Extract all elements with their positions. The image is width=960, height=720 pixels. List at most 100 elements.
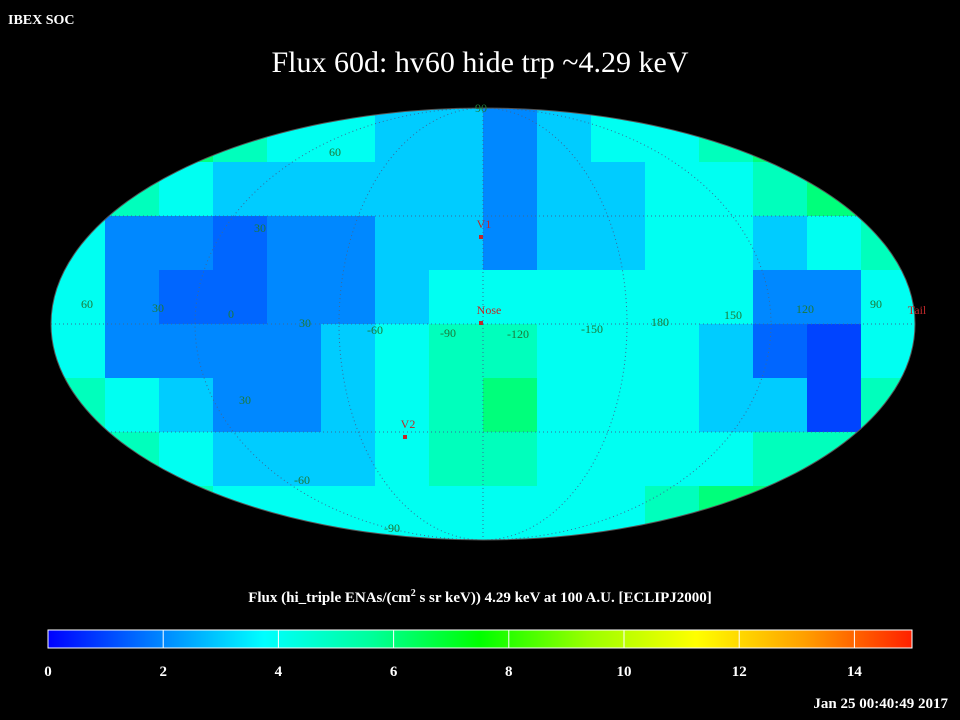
marker-dot xyxy=(403,435,407,439)
longitude-label: 180 xyxy=(651,315,669,329)
longitude-label: -150 xyxy=(581,322,603,336)
map-cell xyxy=(591,216,646,271)
map-cell xyxy=(429,432,484,487)
map-cell xyxy=(483,270,538,325)
map-cell xyxy=(375,432,430,487)
map-cell xyxy=(159,216,214,271)
map-cell xyxy=(105,216,160,271)
map-cell xyxy=(483,108,538,163)
map-cell xyxy=(321,378,376,433)
app-label: IBEX SOC xyxy=(8,13,75,28)
map-cell xyxy=(645,378,700,433)
colorbar-tick-label: 12 xyxy=(732,664,747,680)
latitude-label: 90 xyxy=(475,101,487,115)
colorbar-tick-label: 6 xyxy=(390,664,398,680)
timestamp: Jan 25 00:40:49 2017 xyxy=(813,696,948,712)
map-cell xyxy=(429,378,484,433)
map-cell xyxy=(483,162,538,217)
latitude-label: 30 xyxy=(254,221,266,235)
map-cell xyxy=(105,270,160,325)
map-cell xyxy=(429,108,484,163)
map-cell xyxy=(213,324,268,379)
marker-dot xyxy=(479,321,483,325)
map-cell xyxy=(699,378,754,433)
map-cell xyxy=(375,108,430,163)
map-cell xyxy=(213,270,268,325)
map-cell xyxy=(267,270,322,325)
map-cell xyxy=(807,378,862,433)
map-cell xyxy=(645,324,700,379)
map-cell xyxy=(537,432,592,487)
map-cell xyxy=(645,270,700,325)
latitude-label: -60 xyxy=(294,473,310,487)
map-cell xyxy=(267,216,322,271)
colorbar-tick-label: 14 xyxy=(847,664,863,680)
map-cell xyxy=(375,378,430,433)
map-cell xyxy=(537,486,592,540)
colorbar-label: Flux (hi_triple ENAs/(cm2 s sr keV)) 4.2… xyxy=(248,588,712,606)
longitude-label: 90 xyxy=(870,297,882,311)
map-cell xyxy=(753,216,808,271)
map-cell xyxy=(699,162,754,217)
map-cell xyxy=(591,270,646,325)
colorbar xyxy=(47,629,913,649)
marker-label: V1 xyxy=(477,217,492,231)
longitude-label: -90 xyxy=(440,326,456,340)
map-cell xyxy=(321,216,376,271)
map-cell xyxy=(267,324,322,379)
map-cell xyxy=(537,162,592,217)
map-cell xyxy=(321,432,376,487)
map-cell xyxy=(429,270,484,325)
marker-label: Tail xyxy=(908,303,927,317)
map-cell xyxy=(483,378,538,433)
map-cell xyxy=(321,324,376,379)
map-cell xyxy=(591,432,646,487)
map-cell xyxy=(375,162,430,217)
map-cell xyxy=(213,216,268,271)
map-cell xyxy=(537,324,592,379)
colorbar-tick-label: 2 xyxy=(159,664,167,680)
map-cell xyxy=(159,270,214,325)
map-cell xyxy=(321,162,376,217)
latitude-label: -90 xyxy=(384,521,400,535)
map-cell xyxy=(807,270,862,325)
map-cell xyxy=(267,432,322,487)
map-cell xyxy=(591,162,646,217)
map-cell xyxy=(267,162,322,217)
map-cell xyxy=(699,216,754,271)
map-cell xyxy=(105,378,160,433)
map-cell xyxy=(537,270,592,325)
colorbar-tick-label: 4 xyxy=(275,664,283,680)
map-cell xyxy=(375,216,430,271)
colorbar-tick-label: 0 xyxy=(44,664,52,680)
longitude-label: 0 xyxy=(228,307,234,321)
map-cell xyxy=(159,378,214,433)
map-cell xyxy=(645,216,700,271)
map-cell xyxy=(699,270,754,325)
map-cell xyxy=(159,324,214,379)
latitude-label: 30 xyxy=(239,393,251,407)
colorbar-tick-label: 8 xyxy=(505,664,513,680)
map-cell xyxy=(537,108,592,163)
longitude-label: -120 xyxy=(507,327,529,341)
longitude-label: 30 xyxy=(299,316,311,330)
longitude-label: -60 xyxy=(367,323,383,337)
longitude-label: 120 xyxy=(796,302,814,316)
map-cell xyxy=(699,324,754,379)
map-cell xyxy=(321,270,376,325)
map-cell xyxy=(699,432,754,487)
longitude-label: 30 xyxy=(152,301,164,315)
map-cell xyxy=(591,324,646,379)
map-cell xyxy=(483,486,538,540)
map-cell xyxy=(753,270,808,325)
map-cell xyxy=(375,270,430,325)
map-cell xyxy=(807,216,862,271)
map-cell xyxy=(429,324,484,379)
latitude-label: 60 xyxy=(329,145,341,159)
map-cell xyxy=(807,324,862,379)
map-cell xyxy=(591,378,646,433)
chart-title: Flux 60d: hv60 hide trp ~4.29 keV xyxy=(271,46,688,79)
marker-label: Nose xyxy=(477,303,502,317)
map-cell xyxy=(213,162,268,217)
